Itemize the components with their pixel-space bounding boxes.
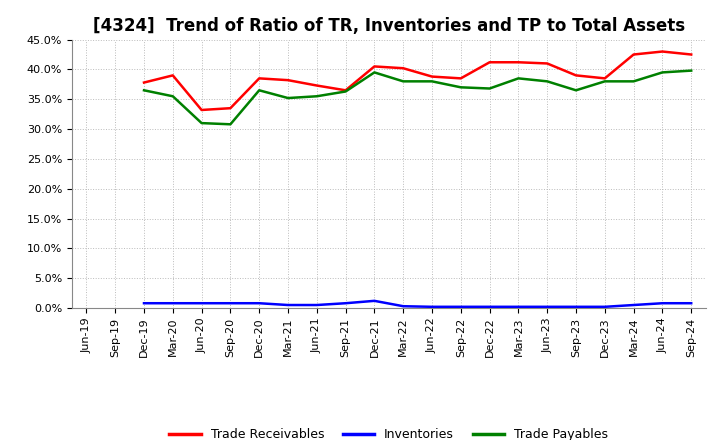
Line: Trade Payables: Trade Payables [144, 70, 691, 124]
Trade Receivables [600, 76, 609, 81]
Trade Receivables [572, 73, 580, 78]
Trade Payables [312, 94, 321, 99]
Trade Payables [284, 95, 292, 101]
Trade Payables [514, 76, 523, 81]
Trade Receivables [197, 107, 206, 113]
Trade Payables [572, 88, 580, 93]
Trade Receivables [428, 74, 436, 79]
Trade Payables [197, 121, 206, 126]
Trade Payables [428, 79, 436, 84]
Inventories [255, 301, 264, 306]
Inventories [456, 304, 465, 309]
Inventories [485, 304, 494, 309]
Inventories [399, 304, 408, 309]
Inventories [629, 302, 638, 308]
Trade Payables [658, 70, 667, 75]
Trade Receivables [284, 77, 292, 83]
Inventories [197, 301, 206, 306]
Trade Receivables [687, 52, 696, 57]
Inventories [600, 304, 609, 309]
Trade Payables [140, 88, 148, 93]
Inventories [341, 301, 350, 306]
Trade Receivables [514, 60, 523, 65]
Trade Payables [485, 86, 494, 91]
Trade Payables [399, 79, 408, 84]
Trade Payables [341, 89, 350, 94]
Inventories [312, 302, 321, 308]
Trade Receivables [399, 66, 408, 71]
Trade Payables [456, 84, 465, 90]
Trade Receivables [543, 61, 552, 66]
Trade Receivables [658, 49, 667, 54]
Trade Payables [600, 79, 609, 84]
Inventories [687, 301, 696, 306]
Trade Payables [687, 68, 696, 73]
Inventories [543, 304, 552, 309]
Trade Receivables [168, 73, 177, 78]
Trade Payables [255, 88, 264, 93]
Inventories [168, 301, 177, 306]
Inventories [514, 304, 523, 309]
Trade Receivables [140, 80, 148, 85]
Inventories [428, 304, 436, 309]
Inventories [658, 301, 667, 306]
Trade Receivables [485, 60, 494, 65]
Trade Receivables [456, 76, 465, 81]
Trade Receivables [341, 88, 350, 93]
Inventories [284, 302, 292, 308]
Trade Payables [226, 121, 235, 127]
Title: [4324]  Trend of Ratio of TR, Inventories and TP to Total Assets: [4324] Trend of Ratio of TR, Inventories… [93, 17, 685, 35]
Trade Payables [543, 79, 552, 84]
Inventories [370, 298, 379, 304]
Line: Trade Receivables: Trade Receivables [144, 51, 691, 110]
Inventories [140, 301, 148, 306]
Legend: Trade Receivables, Inventories, Trade Payables: Trade Receivables, Inventories, Trade Pa… [169, 428, 608, 440]
Inventories [226, 301, 235, 306]
Trade Payables [168, 94, 177, 99]
Inventories [572, 304, 580, 309]
Line: Inventories: Inventories [144, 301, 691, 307]
Trade Receivables [312, 83, 321, 88]
Trade Receivables [629, 52, 638, 57]
Trade Payables [629, 79, 638, 84]
Trade Receivables [226, 106, 235, 111]
Trade Receivables [370, 64, 379, 69]
Trade Payables [370, 70, 379, 75]
Trade Receivables [255, 76, 264, 81]
